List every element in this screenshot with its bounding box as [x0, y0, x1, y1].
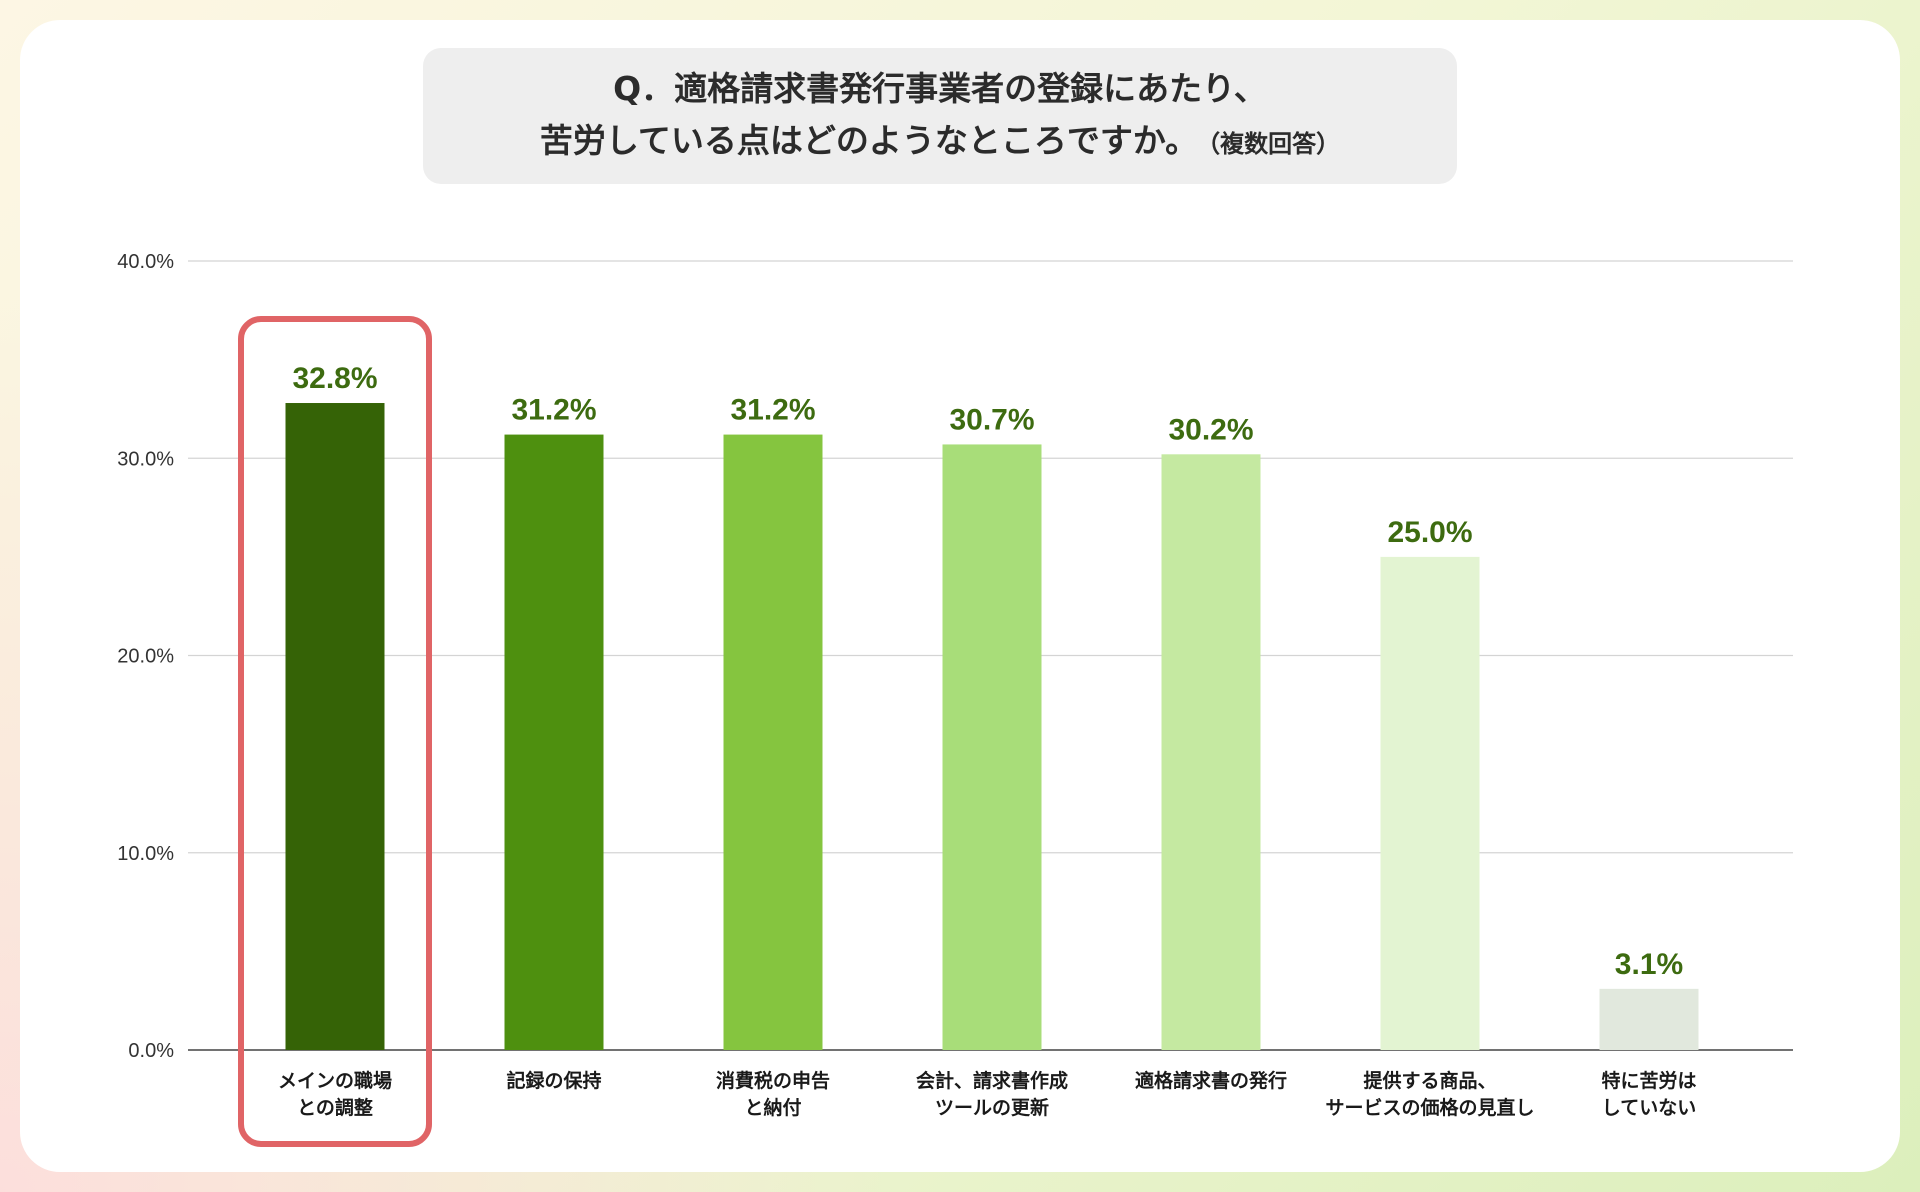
x-tick-label: との調整 [297, 1096, 373, 1119]
chart-title-note: （複数回答） [1208, 129, 1341, 158]
value-label: 32.8% [292, 362, 377, 395]
bar [285, 403, 385, 1050]
bar [942, 444, 1042, 1050]
highlight-frame [238, 316, 432, 1147]
y-tick-label: 10.0% [117, 843, 174, 865]
y-tick-label: 0.0% [128, 1040, 174, 1062]
chart-title-line-1: Q．適格請求書発行事業者の登録にあたり、 [613, 68, 1267, 108]
x-tick-label: と納付 [744, 1096, 801, 1119]
y-tick-label: 20.0% [117, 646, 174, 668]
value-label: 25.0% [1387, 516, 1472, 549]
value-label: 3.1% [1615, 948, 1683, 981]
value-label: 30.2% [1168, 413, 1253, 446]
x-tick-label: していない [1602, 1097, 1696, 1119]
x-tick-label: 特に苦労は [1601, 1069, 1696, 1092]
bar [1380, 556, 1480, 1050]
y-tick-label: 30.0% [117, 448, 174, 470]
bar [1161, 454, 1261, 1050]
bar [723, 434, 823, 1051]
chart-title-box: Q．適格請求書発行事業者の登録にあたり、 苦労している点はどのようなところですか… [423, 48, 1457, 184]
bar [504, 434, 604, 1051]
chart-title-line-2: 苦労している点はどのようなところですか。 （複数回答） [540, 115, 1340, 170]
x-tick-label: サービスの価格の見直し [1325, 1096, 1534, 1119]
value-label: 31.2% [511, 394, 596, 427]
x-tick-label: メインの職場 [278, 1069, 392, 1092]
x-tick-label: 記録の保持 [506, 1069, 601, 1092]
bar [1599, 988, 1699, 1050]
x-tick-label: 提供する商品、 [1363, 1069, 1496, 1092]
value-label: 30.7% [949, 403, 1034, 436]
x-tick-label: 適格請求書の発行 [1135, 1069, 1287, 1092]
y-tick-label: 40.0% [117, 251, 174, 273]
value-label: 31.2% [730, 394, 815, 427]
x-tick-label: 会計、請求書作成 [916, 1069, 1068, 1092]
x-tick-label: ツールの更新 [935, 1096, 1049, 1119]
x-tick-label: 消費税の申告 [716, 1069, 830, 1092]
chart-title-main: 苦労している点はどのようなところですか。 [539, 120, 1199, 160]
